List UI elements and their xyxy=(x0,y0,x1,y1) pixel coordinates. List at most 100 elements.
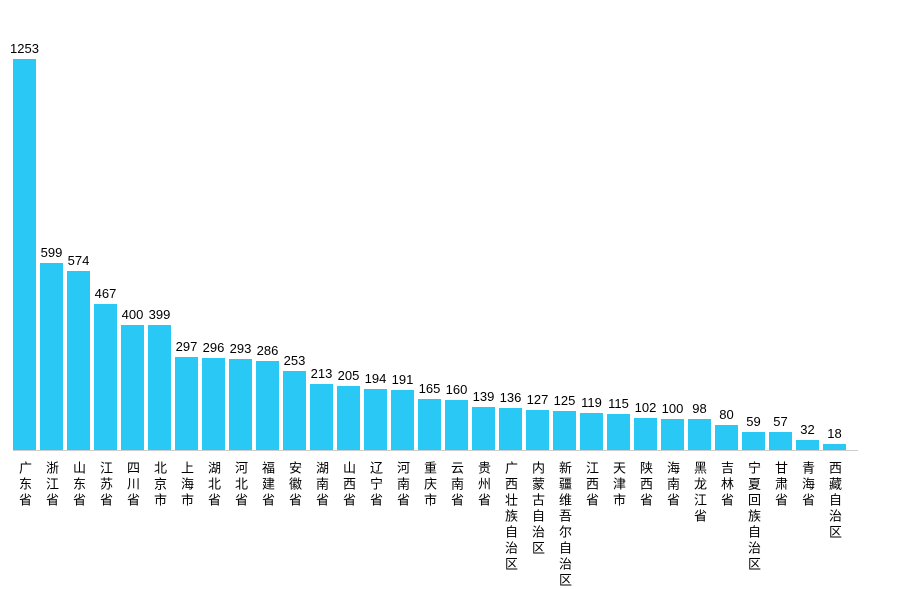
x-axis-label-text: 宁夏回族自治区 xyxy=(746,461,761,573)
x-axis-label: 天津市 xyxy=(607,461,630,589)
x-axis-label-text: 山东省 xyxy=(71,461,86,509)
x-axis-label: 福建省 xyxy=(256,461,279,589)
bar-value-label: 297 xyxy=(175,338,198,354)
x-axis-label-text: 广东省 xyxy=(17,461,32,509)
x-axis-label: 新疆维吾尔自治区 xyxy=(553,461,576,589)
bar-group: 297 xyxy=(175,338,198,450)
bar-group: 115 xyxy=(607,395,630,450)
bar xyxy=(472,407,495,450)
bar xyxy=(580,413,603,450)
x-axis-label: 湖南省 xyxy=(310,461,333,589)
bar-group: 293 xyxy=(229,341,252,450)
x-axis-label: 山东省 xyxy=(67,461,90,589)
bar-group: 59 xyxy=(742,413,765,450)
bar-value-label: 98 xyxy=(692,400,707,416)
bar-chart: 1253 599 574 467 400 399 297 296 293 286 253 213 205… xyxy=(10,0,858,589)
bar-group: 467 xyxy=(94,285,117,450)
bar-group: 80 xyxy=(715,407,738,450)
bar-value-label: 194 xyxy=(364,370,387,386)
bar xyxy=(67,271,90,450)
bar-value-label: 467 xyxy=(94,285,117,301)
bar-group: 127 xyxy=(526,391,549,450)
x-axis-label: 广东省 xyxy=(13,461,36,589)
bar xyxy=(391,390,414,450)
bar-group: 574 xyxy=(67,252,90,450)
bar-group: 194 xyxy=(364,370,387,450)
bar-value-label: 213 xyxy=(310,365,333,381)
bar-value-label: 191 xyxy=(391,371,414,387)
x-axis-label-text: 黑龙江省 xyxy=(692,461,707,525)
x-axis-label: 江苏省 xyxy=(94,461,117,589)
bar xyxy=(175,357,198,450)
bar-group: 296 xyxy=(202,339,225,450)
bar-value-label: 59 xyxy=(746,413,761,429)
bar-value-label: 136 xyxy=(499,389,522,405)
x-axis-label-text: 河北省 xyxy=(233,461,248,509)
bar xyxy=(40,263,63,450)
x-axis-label-text: 辽宁省 xyxy=(368,461,383,509)
x-axis-label: 广西壮族自治区 xyxy=(499,461,522,589)
x-axis-label-text: 青海省 xyxy=(800,461,815,509)
bar-group: 160 xyxy=(445,381,468,450)
x-axis-label: 河南省 xyxy=(391,461,414,589)
x-axis-label-text: 新疆维吾尔自治区 xyxy=(557,461,572,589)
x-axis-label: 黑龙江省 xyxy=(688,461,711,589)
bar xyxy=(553,411,576,450)
bar-value-label: 400 xyxy=(121,306,144,322)
x-axis-label: 重庆市 xyxy=(418,461,441,589)
x-axis-label: 内蒙古自治区 xyxy=(526,461,549,589)
bar xyxy=(769,432,792,450)
bar-value-label: 127 xyxy=(526,391,549,407)
x-axis-label-text: 吉林省 xyxy=(719,461,734,509)
x-axis-label-text: 安徽省 xyxy=(287,461,302,509)
bar-group: 400 xyxy=(121,306,144,450)
bar-group: 599 xyxy=(40,245,63,450)
bar-group: 100 xyxy=(661,400,684,450)
bar-group: 139 xyxy=(472,389,495,450)
x-axis-label-text: 四川省 xyxy=(125,461,140,509)
bar xyxy=(148,325,171,450)
bar-value-label: 1253 xyxy=(10,40,39,56)
bar-group: 125 xyxy=(553,392,576,450)
x-axis-label-text: 贵州省 xyxy=(476,461,491,509)
x-axis-label-text: 河南省 xyxy=(395,461,410,509)
bar xyxy=(823,444,846,450)
x-axis-label-text: 湖北省 xyxy=(206,461,221,509)
bar-value-label: 32 xyxy=(800,421,815,437)
bar xyxy=(634,418,657,450)
x-axis-label-text: 西藏自治区 xyxy=(827,461,842,541)
x-axis-label: 青海省 xyxy=(796,461,819,589)
bar xyxy=(526,410,549,450)
bar-group: 399 xyxy=(148,307,171,450)
bar xyxy=(796,440,819,450)
bar-group: 213 xyxy=(310,365,333,450)
x-axis-label: 湖北省 xyxy=(202,461,225,589)
bar-value-label: 574 xyxy=(67,252,90,268)
bar-group: 32 xyxy=(796,421,819,450)
bar-value-label: 253 xyxy=(283,352,306,368)
x-axis-label: 山西省 xyxy=(337,461,360,589)
bar-group: 98 xyxy=(688,400,711,450)
bar-value-label: 100 xyxy=(661,400,684,416)
x-axis-label: 河北省 xyxy=(229,461,252,589)
x-axis-label: 云南省 xyxy=(445,461,468,589)
x-axis-label: 江西省 xyxy=(580,461,603,589)
bar-group: 165 xyxy=(418,381,441,450)
bar-value-label: 57 xyxy=(773,413,788,429)
bar xyxy=(661,419,684,450)
bar-group: 205 xyxy=(337,368,360,450)
x-axis-label: 上海市 xyxy=(175,461,198,589)
bar-value-label: 115 xyxy=(608,395,629,411)
bar-value-label: 160 xyxy=(445,381,468,397)
x-axis-label-text: 北京市 xyxy=(152,461,167,509)
bar-value-label: 286 xyxy=(256,342,279,358)
bar-value-label: 125 xyxy=(553,392,576,408)
x-axis-label-text: 浙江省 xyxy=(44,461,59,509)
bar-group: 136 xyxy=(499,389,522,450)
bar-group: 1253 xyxy=(10,40,39,450)
bar-value-label: 296 xyxy=(202,339,225,355)
x-axis-label-text: 云南省 xyxy=(449,461,464,509)
x-axis-label: 陕西省 xyxy=(634,461,657,589)
bar xyxy=(94,304,117,450)
bar xyxy=(742,432,765,450)
